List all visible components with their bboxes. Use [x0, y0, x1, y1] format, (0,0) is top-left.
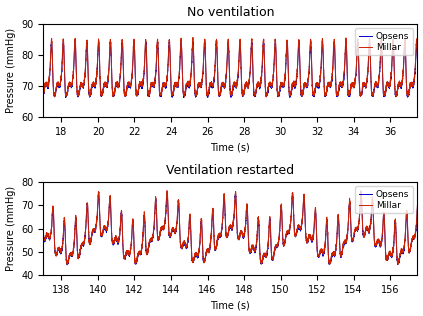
Opsens: [185, 85, 190, 89]
Millar: [366, 60, 371, 64]
Y-axis label: Pressure (mmHg): Pressure (mmHg): [5, 28, 16, 113]
Millar: [327, 83, 332, 87]
Millar: [41, 91, 46, 95]
Opsens: [372, 86, 377, 89]
Opsens: [395, 88, 400, 91]
Y-axis label: Pressure (mmHg): Pressure (mmHg): [5, 186, 16, 271]
Line: Millar: Millar: [43, 191, 418, 264]
Opsens: [65, 263, 70, 267]
X-axis label: Time (s): Time (s): [211, 301, 250, 310]
Millar: [385, 82, 390, 85]
Opsens: [415, 204, 420, 208]
Millar: [395, 261, 400, 265]
Opsens: [41, 92, 46, 96]
Millar: [395, 85, 400, 89]
Millar: [366, 227, 371, 230]
Opsens: [415, 57, 420, 61]
Line: Opsens: Opsens: [43, 41, 418, 98]
Legend: Opsens, Millar: Opsens, Millar: [355, 186, 413, 213]
Legend: Opsens, Millar: Opsens, Millar: [355, 28, 413, 55]
Title: No ventilation: No ventilation: [187, 6, 274, 19]
Line: Opsens: Opsens: [43, 193, 418, 265]
Opsens: [185, 240, 190, 244]
Opsens: [327, 83, 332, 87]
Millar: [165, 189, 170, 192]
Opsens: [385, 258, 390, 261]
Millar: [182, 95, 187, 99]
Opsens: [372, 239, 377, 243]
Millar: [327, 262, 332, 266]
Millar: [185, 240, 190, 244]
Millar: [190, 35, 195, 39]
Millar: [415, 204, 420, 208]
Opsens: [63, 96, 68, 100]
Millar: [185, 82, 190, 86]
Opsens: [96, 191, 101, 195]
Opsens: [395, 261, 400, 264]
Opsens: [41, 230, 46, 234]
Opsens: [327, 261, 332, 265]
Opsens: [366, 228, 371, 232]
Millar: [372, 239, 377, 243]
Title: Ventilation restarted: Ventilation restarted: [166, 164, 294, 177]
Line: Millar: Millar: [43, 37, 418, 97]
Millar: [385, 258, 390, 262]
Opsens: [385, 83, 390, 87]
Opsens: [366, 61, 371, 64]
Millar: [372, 85, 377, 89]
Millar: [41, 229, 46, 233]
Opsens: [73, 39, 78, 43]
Millar: [327, 260, 332, 264]
Millar: [415, 53, 420, 57]
X-axis label: Time (s): Time (s): [211, 143, 250, 152]
